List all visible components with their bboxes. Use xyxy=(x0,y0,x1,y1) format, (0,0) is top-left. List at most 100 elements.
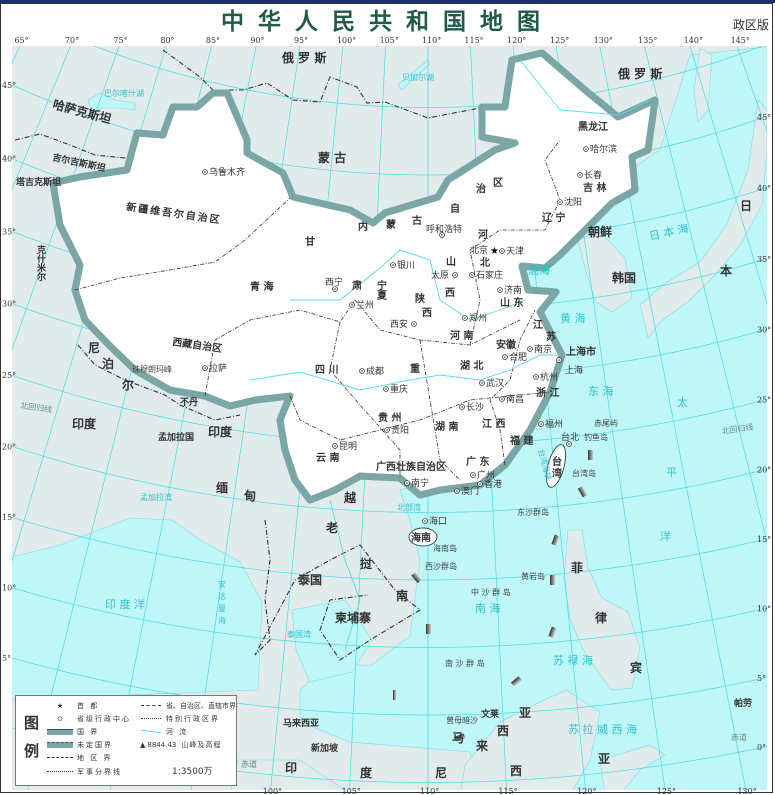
capital-marker[interactable]: ★ 北京 xyxy=(470,244,499,257)
city-marker[interactable]: 济南 xyxy=(497,284,522,296)
city-marker[interactable]: 南昌 xyxy=(499,393,524,405)
city-marker[interactable]: 香港 xyxy=(477,478,502,490)
city-marker[interactable]: 昆明 xyxy=(332,441,357,452)
city-marker[interactable]: 西宁 xyxy=(325,276,343,292)
label-kashmir: 克什米尔 xyxy=(35,244,47,282)
city-marker[interactable]: 福州 xyxy=(538,418,563,430)
label-equator-west: 赤道 xyxy=(241,759,257,769)
city-label: 西宁 xyxy=(325,276,343,288)
label-zengmu: 曾母暗沙 xyxy=(446,715,478,725)
city-dot-center xyxy=(568,443,570,445)
city-marker[interactable]: 乌鲁木齐 xyxy=(202,166,245,178)
city-label: 贵阳 xyxy=(391,424,409,436)
label-liaoning: 辽 宁 xyxy=(542,211,565,224)
city-marker[interactable]: 南京 xyxy=(527,343,552,355)
military-line-icon xyxy=(46,771,74,772)
city-marker[interactable]: 太原 xyxy=(431,269,458,281)
river-icon xyxy=(140,729,162,734)
city-label: 拉萨 xyxy=(209,362,227,374)
label-xisha: 西沙群岛 xyxy=(425,561,457,571)
legend-item-province-border: 省、自治区、直辖市界 xyxy=(166,701,236,710)
legend-item-prov-capital: 省级行政中心 xyxy=(77,714,131,723)
label-pacific-1: 太 xyxy=(677,396,688,409)
city-marker[interactable]: 南宁 xyxy=(404,477,429,489)
legend-title-2: 例 xyxy=(24,742,40,760)
label-malaysia-west: 马来西亚 xyxy=(283,717,319,729)
parallel-line xyxy=(12,587,767,648)
city-marker[interactable]: 成都 xyxy=(359,365,384,377)
label-lake-balkhash: 巴尔喀什湖 xyxy=(104,88,144,98)
city-marker[interactable]: 哈尔滨 xyxy=(583,143,617,155)
city-dot-center xyxy=(454,274,456,276)
label-chongqing: 重 xyxy=(410,362,420,375)
city-marker[interactable]: 银川 xyxy=(390,259,415,271)
city-dot-center xyxy=(558,359,560,361)
city-dot-center xyxy=(461,406,463,408)
dash-segment xyxy=(426,624,431,634)
label-taiwan-1: 台 xyxy=(552,455,562,468)
city-marker[interactable]: 郑州 xyxy=(462,312,487,324)
label-east-china-sea: 东 海 xyxy=(588,384,614,398)
city-marker[interactable]: 西安 xyxy=(390,318,417,330)
city-marker[interactable]: 天津 xyxy=(499,246,524,257)
city-marker[interactable]: 长沙 xyxy=(459,401,484,413)
city-marker[interactable]: 重庆 xyxy=(383,383,408,395)
city-marker[interactable]: 长春 xyxy=(577,169,602,181)
city-label: 天津 xyxy=(506,246,524,257)
city-dot-center xyxy=(361,370,363,372)
longitude-tick-bottom: 100° xyxy=(263,787,282,795)
longitude-tick-bottom: 115° xyxy=(498,787,517,795)
label-laos-1: 老 xyxy=(326,520,338,535)
city-label: 南宁 xyxy=(411,477,429,489)
label-south-korea: 韩国 xyxy=(612,270,636,285)
city-dot-center xyxy=(441,234,443,236)
city-marker[interactable]: 武汉 xyxy=(479,377,504,389)
city-marker[interactable]: 杭州 xyxy=(533,371,558,383)
label-malaysia-east-1: 马 xyxy=(452,731,464,745)
city-label: 石家庄 xyxy=(476,269,503,281)
meridian-line xyxy=(736,46,767,133)
label-malaysia-east-3: 西 xyxy=(497,724,509,738)
label-nm-1: 内 xyxy=(358,220,368,233)
city-label: 乌鲁木齐 xyxy=(209,166,245,178)
city-marker[interactable]: 海口 xyxy=(422,515,447,527)
label-ningxia: 宁夏 xyxy=(375,279,388,301)
city-marker[interactable]: 上海 xyxy=(556,357,583,376)
latitude-tick-right: 5° xyxy=(757,674,766,683)
label-indian-ocean: 印 度 洋 xyxy=(105,597,145,611)
map-scale: 1:3500万 xyxy=(172,767,213,777)
longitude-tick-top: 110° xyxy=(422,36,441,45)
parallel-line xyxy=(12,516,767,581)
gulf-of-thailand xyxy=(291,599,373,683)
city-marker[interactable]: 台北 xyxy=(561,431,579,447)
city-dot-center xyxy=(351,304,353,306)
longitude-tick-bottom: 125° xyxy=(657,787,676,795)
parallel-line xyxy=(12,446,767,513)
nine-dash-line xyxy=(393,450,593,742)
label-india-2: 印度 xyxy=(208,424,233,439)
label-qinghai: 青 海 xyxy=(250,280,273,293)
label-nm-6: 区 xyxy=(493,177,503,189)
city-marker[interactable]: 沈阳 xyxy=(557,196,582,208)
label-gansu-1: 甘 xyxy=(305,235,315,248)
city-marker[interactable]: 澳门 xyxy=(454,485,479,497)
city-label: 重庆 xyxy=(390,383,408,395)
city-dot-center xyxy=(540,423,542,425)
label-heilongjiang: 黑龙江 xyxy=(578,120,608,133)
city-marker[interactable]: 广州 xyxy=(470,469,495,481)
city-marker[interactable]: 兰州 xyxy=(349,299,374,311)
city-label: 成都 xyxy=(366,365,384,377)
city-marker[interactable]: 合肥 xyxy=(502,351,527,363)
label-mongolia: 蒙 古 xyxy=(318,150,346,165)
label-laos-2: 挝 xyxy=(360,556,373,571)
dash-segment xyxy=(510,676,522,687)
city-dot-center xyxy=(472,474,474,476)
label-guangxi: 广西壮族自治区 xyxy=(376,460,446,473)
city-marker[interactable]: 贵阳 xyxy=(384,424,409,436)
city-marker[interactable]: 石家庄 xyxy=(469,269,503,281)
city-marker[interactable]: 拉萨 xyxy=(202,362,227,374)
label-sichuan: 四 川 xyxy=(315,364,338,376)
city-marker[interactable]: 呼和浩特 xyxy=(426,223,462,238)
